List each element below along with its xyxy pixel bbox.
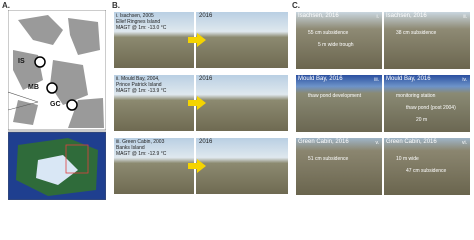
photo-title: Mould Bay, 2016 bbox=[298, 76, 343, 82]
photo: Green Cabin, 2016 v. 51 cm subsidence bbox=[296, 138, 382, 195]
photo-old: i. Isachsen, 2005 Ellef Ringnes Island MAG… bbox=[114, 12, 194, 68]
magt-caption: MAGT @ 1m: -13.0 °C bbox=[116, 25, 167, 31]
annotation: 38 cm subsidence bbox=[396, 30, 437, 36]
photo: Mould Bay, 2016 iv. monitoring station thaw… bbox=[384, 75, 470, 132]
magt-caption: MAGT @ 1m: -13.9 °C bbox=[116, 88, 167, 94]
arrow bbox=[188, 33, 206, 47]
year-caption: 2016 bbox=[199, 139, 213, 145]
map-panel bbox=[8, 10, 106, 200]
photo-title: Green Cabin, 2016 bbox=[298, 139, 349, 145]
photo-numeral: vi. bbox=[462, 140, 467, 146]
year-caption: 2016 bbox=[199, 76, 213, 82]
magt-caption: MAGT @ 1m: -12.9 °C bbox=[116, 151, 167, 157]
arrow bbox=[188, 159, 206, 173]
photo: Mould Bay, 2016 iii. thaw pond development bbox=[296, 75, 382, 132]
photo-new: 2016 bbox=[196, 12, 288, 68]
figure: A. IS MB GC B. i. Isachsen, 2005 Ellef Ringnes… bbox=[2, 1, 470, 200]
annotation: 51 cm subsidence bbox=[308, 156, 349, 162]
photo-new: 2016 bbox=[196, 138, 288, 194]
photo-numeral: iv. bbox=[462, 77, 467, 83]
photo-title: Isachsen, 2016 bbox=[386, 13, 427, 19]
photo-numeral: v. bbox=[375, 140, 379, 146]
site-label: GC bbox=[50, 101, 61, 108]
island-caption: Ellef Ringnes Island bbox=[116, 19, 161, 25]
site-caption: ii. Mould Bay, 2004, bbox=[116, 76, 160, 82]
annotation: 47 cm subsidence bbox=[406, 168, 447, 174]
panel-label: C. bbox=[292, 1, 300, 10]
photo-new: 2016 bbox=[196, 75, 288, 131]
island-caption: Prince Patrick Island bbox=[116, 82, 162, 88]
photo-old: iii. Green Cabin, 2003 Banks Island MAGT @… bbox=[114, 138, 194, 194]
island-caption: Banks Island bbox=[116, 145, 145, 151]
annotation: thaw pond (post 2004) bbox=[406, 105, 456, 111]
photo: Isachsen, 2016 ii. 38 cm subsidence bbox=[384, 12, 470, 69]
panel-label: B. bbox=[112, 1, 120, 10]
photo-old: ii. Mould Bay, 2004, Prince Patrick Islan… bbox=[114, 75, 194, 131]
site-caption: i. Isachsen, 2005 bbox=[116, 13, 154, 19]
annotation: monitoring station bbox=[396, 93, 436, 99]
annotation: 55 cm subsidence bbox=[308, 30, 349, 36]
photo-title: Green Cabin, 2016 bbox=[386, 139, 437, 145]
site-label: MB bbox=[28, 84, 39, 91]
annotation: 10 m wide bbox=[396, 156, 419, 162]
year-caption: 2016 bbox=[199, 13, 213, 19]
photo-numeral: iii. bbox=[374, 77, 379, 83]
photo-title: Mould Bay, 2016 bbox=[386, 76, 431, 82]
panel-label: A. bbox=[2, 1, 10, 10]
annotation: thaw pond development bbox=[308, 93, 362, 99]
photo: Isachsen, 2016 i. 55 cm subsidence 5 m wide… bbox=[296, 12, 382, 69]
arrow bbox=[188, 96, 206, 110]
photo-numeral: i. bbox=[376, 14, 380, 20]
photo-title: Isachsen, 2016 bbox=[298, 13, 339, 19]
photo-numeral: ii. bbox=[463, 14, 467, 20]
photo: Green Cabin, 2016 vi. 10 m wide 47 cm subsi… bbox=[384, 138, 470, 195]
site-label: IS bbox=[18, 58, 25, 65]
annotation: 5 m wide trough bbox=[318, 42, 354, 48]
annotation: 20 m bbox=[416, 117, 428, 123]
site-caption: iii. Green Cabin, 2003 bbox=[116, 139, 165, 145]
